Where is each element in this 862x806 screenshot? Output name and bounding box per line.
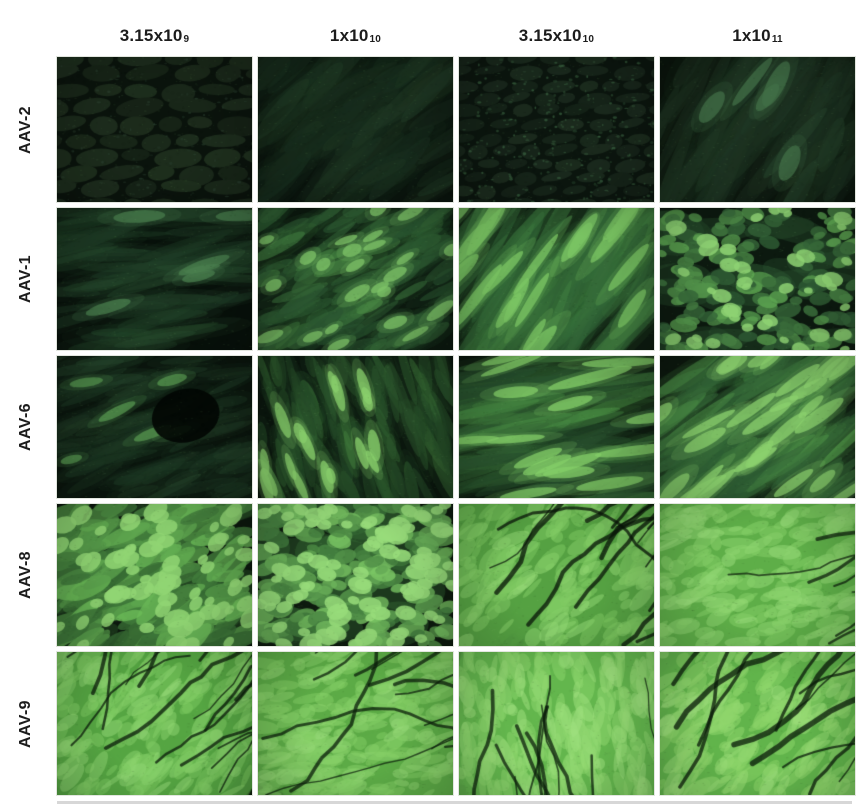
micrograph-canvas <box>660 652 855 795</box>
column-header-dose-1e11: 1x10 11 <box>660 0 855 51</box>
micrograph-canvas <box>57 652 252 795</box>
micrograph-aav9-dose2 <box>258 652 453 795</box>
micrograph-canvas <box>459 652 654 795</box>
micrograph-canvas <box>258 57 453 202</box>
micrograph-canvas <box>459 504 654 646</box>
micrograph-aav2-dose1 <box>57 57 252 202</box>
dose-label: 3.15x10 <box>119 26 183 45</box>
row-label-aav-1: AAV-1 <box>16 255 34 303</box>
micrograph-aav6-dose2 <box>258 356 453 498</box>
micrograph-canvas <box>459 57 654 202</box>
micrograph-aav8-dose4 <box>660 504 855 646</box>
micrograph-canvas <box>258 652 453 795</box>
micrograph-aav1-dose1 <box>57 208 252 350</box>
dose-exponent: 9 <box>183 34 190 45</box>
micrograph-canvas <box>660 356 855 498</box>
corner-spacer <box>0 0 51 51</box>
row-label-aav-8: AAV-8 <box>16 551 34 599</box>
column-header-dose-1e10: 1x10 10 <box>258 0 453 51</box>
micrograph-canvas <box>57 356 252 498</box>
micrograph-aav2-dose4 <box>660 57 855 202</box>
micrograph-aav8-dose3 <box>459 504 654 646</box>
micrograph-aav1-dose3 <box>459 208 654 350</box>
column-header-dose-3.15e9: 3.15x10 9 <box>57 0 252 51</box>
micrograph-aav6-dose4 <box>660 356 855 498</box>
micrograph-canvas <box>258 208 453 350</box>
micrograph-aav2-dose3 <box>459 57 654 202</box>
micrograph-canvas <box>660 57 855 202</box>
dose-label: 3.15x10 <box>518 26 582 45</box>
micrograph-aav9-dose4 <box>660 652 855 795</box>
micrograph-aav8-dose2 <box>258 504 453 646</box>
micrograph-canvas <box>459 356 654 498</box>
bottom-rule <box>57 801 852 804</box>
dose-label: 1x10 <box>732 26 771 45</box>
micrograph-grid: 3.15x10 9 1x10 10 3.15x10 10 1x10 11 AAV-2 A… <box>0 0 855 795</box>
micrograph-canvas <box>459 208 654 350</box>
micrograph-aav2-dose2 <box>258 57 453 202</box>
micrograph-aav6-dose1 <box>57 356 252 498</box>
micrograph-canvas <box>660 504 855 646</box>
micrograph-aav1-dose2 <box>258 208 453 350</box>
row-label-aav-6: AAV-6 <box>16 403 34 451</box>
micrograph-aav1-dose4 <box>660 208 855 350</box>
row-label-aav-2: AAV-2 <box>16 105 34 154</box>
dose-exponent: 11 <box>771 34 783 45</box>
dose-exponent: 10 <box>369 34 382 45</box>
micrograph-aav6-dose3 <box>459 356 654 498</box>
micrograph-aav9-dose1 <box>57 652 252 795</box>
micrograph-canvas <box>660 208 855 350</box>
row-label-aav-9: AAV-9 <box>16 699 34 748</box>
micrograph-aav9-dose3 <box>459 652 654 795</box>
dose-exponent: 10 <box>582 34 595 45</box>
micrograph-canvas <box>258 356 453 498</box>
dose-label: 1x10 <box>329 26 369 45</box>
micrograph-canvas <box>258 504 453 646</box>
micrograph-canvas <box>57 208 252 350</box>
micrograph-aav8-dose1 <box>57 504 252 646</box>
column-header-dose-3.15e10: 3.15x10 10 <box>459 0 654 51</box>
micrograph-canvas <box>57 504 252 646</box>
micrograph-canvas <box>57 57 252 202</box>
